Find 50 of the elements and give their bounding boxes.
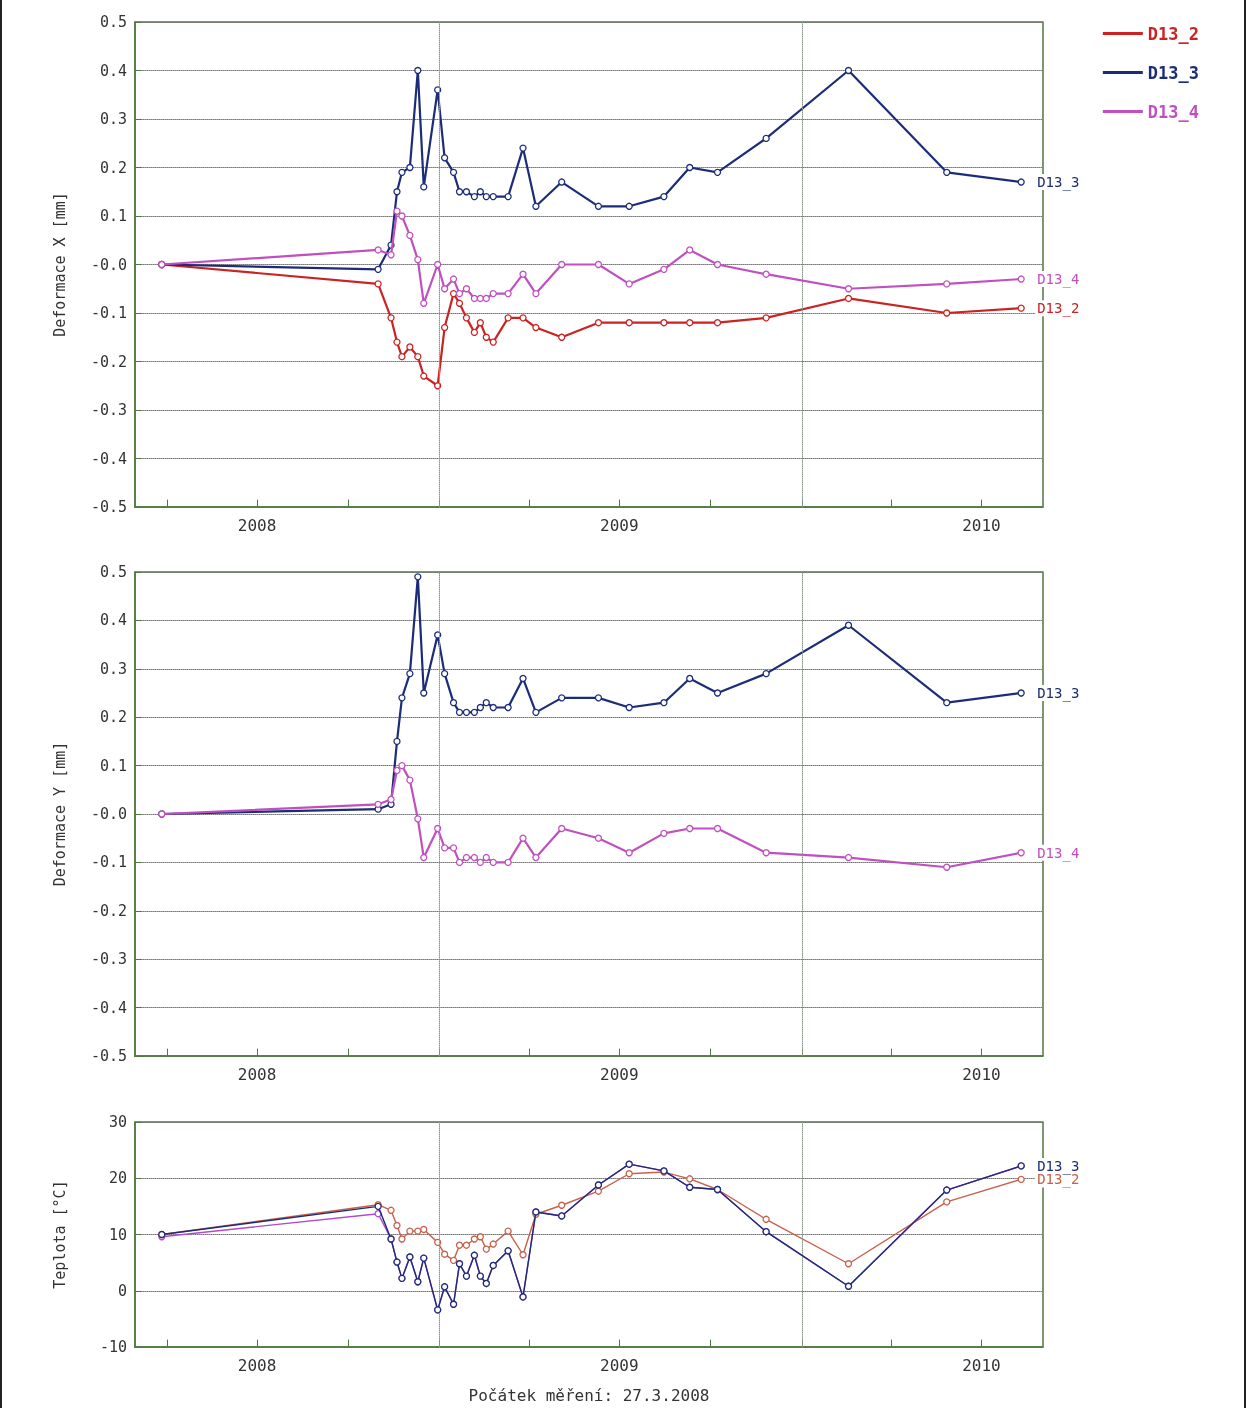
x-tick-label: 2008 — [237, 1064, 277, 1084]
y-tick-label: 0.3 — [99, 659, 127, 678]
y-tick-label: 0.4 — [99, 611, 127, 630]
y-tick-label: 20 — [108, 1169, 127, 1188]
legend-label: D13_2 — [1147, 23, 1200, 44]
y-tick-label: 0.2 — [99, 708, 127, 727]
y-tick-label: -0.2 — [90, 352, 127, 371]
y-tick-label: -0.4 — [90, 998, 127, 1017]
y-tick-label: -10 — [99, 1338, 127, 1356]
series-label: D13_4 — [1037, 844, 1080, 862]
y-tick-label: -0.0 — [90, 805, 127, 823]
text: D13_2 — [1037, 300, 1080, 317]
x-tick-label: 2009 — [600, 1064, 639, 1084]
y-tick-label: 0.1 — [99, 756, 127, 775]
y-tick-label: -0.4 — [90, 449, 127, 468]
y-tick-label: 10 — [108, 1225, 127, 1244]
text: D13_3 — [1037, 174, 1080, 191]
y-tick-label: -0.0 — [90, 255, 127, 274]
legend-label: D13_3 — [1147, 62, 1200, 83]
x-tick-label: 2010 — [962, 1355, 1001, 1375]
x-tick-label: 2009 — [600, 1355, 639, 1375]
y-tick-label: 0.4 — [99, 61, 127, 80]
series-label: D13_2 — [1037, 1171, 1080, 1189]
y-axis-title: Deformace X [mm] — [50, 192, 69, 337]
y-tick-label: 0 — [117, 1281, 127, 1300]
y-axis-title: Teplota [°C] — [50, 1180, 69, 1289]
y-tick-label: -0.3 — [90, 950, 127, 969]
series-label: D13_3 — [1037, 685, 1080, 702]
x-tick-label: 2008 — [237, 1355, 277, 1375]
legend-label: D13_4 — [1147, 101, 1200, 122]
series-label: D13_3 — [1037, 1157, 1080, 1175]
y-tick-label: 30 — [108, 1113, 127, 1131]
x-tick-label: 2008 — [237, 515, 277, 535]
y-tick-label: -0.2 — [90, 901, 127, 920]
x-tick-label: 2010 — [962, 1064, 1001, 1084]
y-tick-label: -0.5 — [90, 498, 127, 516]
y-axis-title: Deformace Y [mm] — [50, 741, 69, 887]
x-tick-label: 2010 — [962, 515, 1001, 535]
y-tick-label: 0.5 — [99, 563, 127, 581]
text: D13_4 — [1037, 271, 1080, 288]
x-axis-title: Počátek měření: 27.3.2008 — [468, 1385, 710, 1405]
y-tick-label: -0.1 — [90, 304, 127, 322]
y-tick-label: 0.2 — [99, 158, 127, 177]
y-tick-label: -0.1 — [90, 853, 127, 872]
y-tick-label: 0.1 — [99, 207, 127, 225]
y-tick-label: -0.3 — [90, 401, 127, 419]
y-tick-label: -0.5 — [90, 1047, 127, 1065]
y-tick-label: 0.3 — [99, 110, 127, 128]
x-tick-label: 2009 — [600, 515, 639, 535]
y-tick-label: 0.5 — [99, 13, 127, 31]
